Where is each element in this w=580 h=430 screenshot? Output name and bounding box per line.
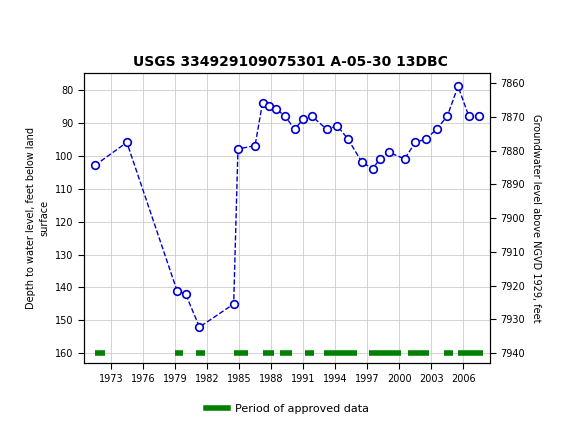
Y-axis label: Depth to water level, feet below land
surface: Depth to water level, feet below land su… [27, 127, 50, 309]
Text: USGS 334929109075301 A-05-30 13DBC: USGS 334929109075301 A-05-30 13DBC [133, 55, 447, 69]
Y-axis label: Groundwater level above NGVD 1929, feet: Groundwater level above NGVD 1929, feet [531, 114, 541, 322]
Text: █: █ [2, 13, 16, 32]
Text: USGS: USGS [9, 14, 64, 31]
Legend: Period of approved data: Period of approved data [201, 400, 373, 419]
